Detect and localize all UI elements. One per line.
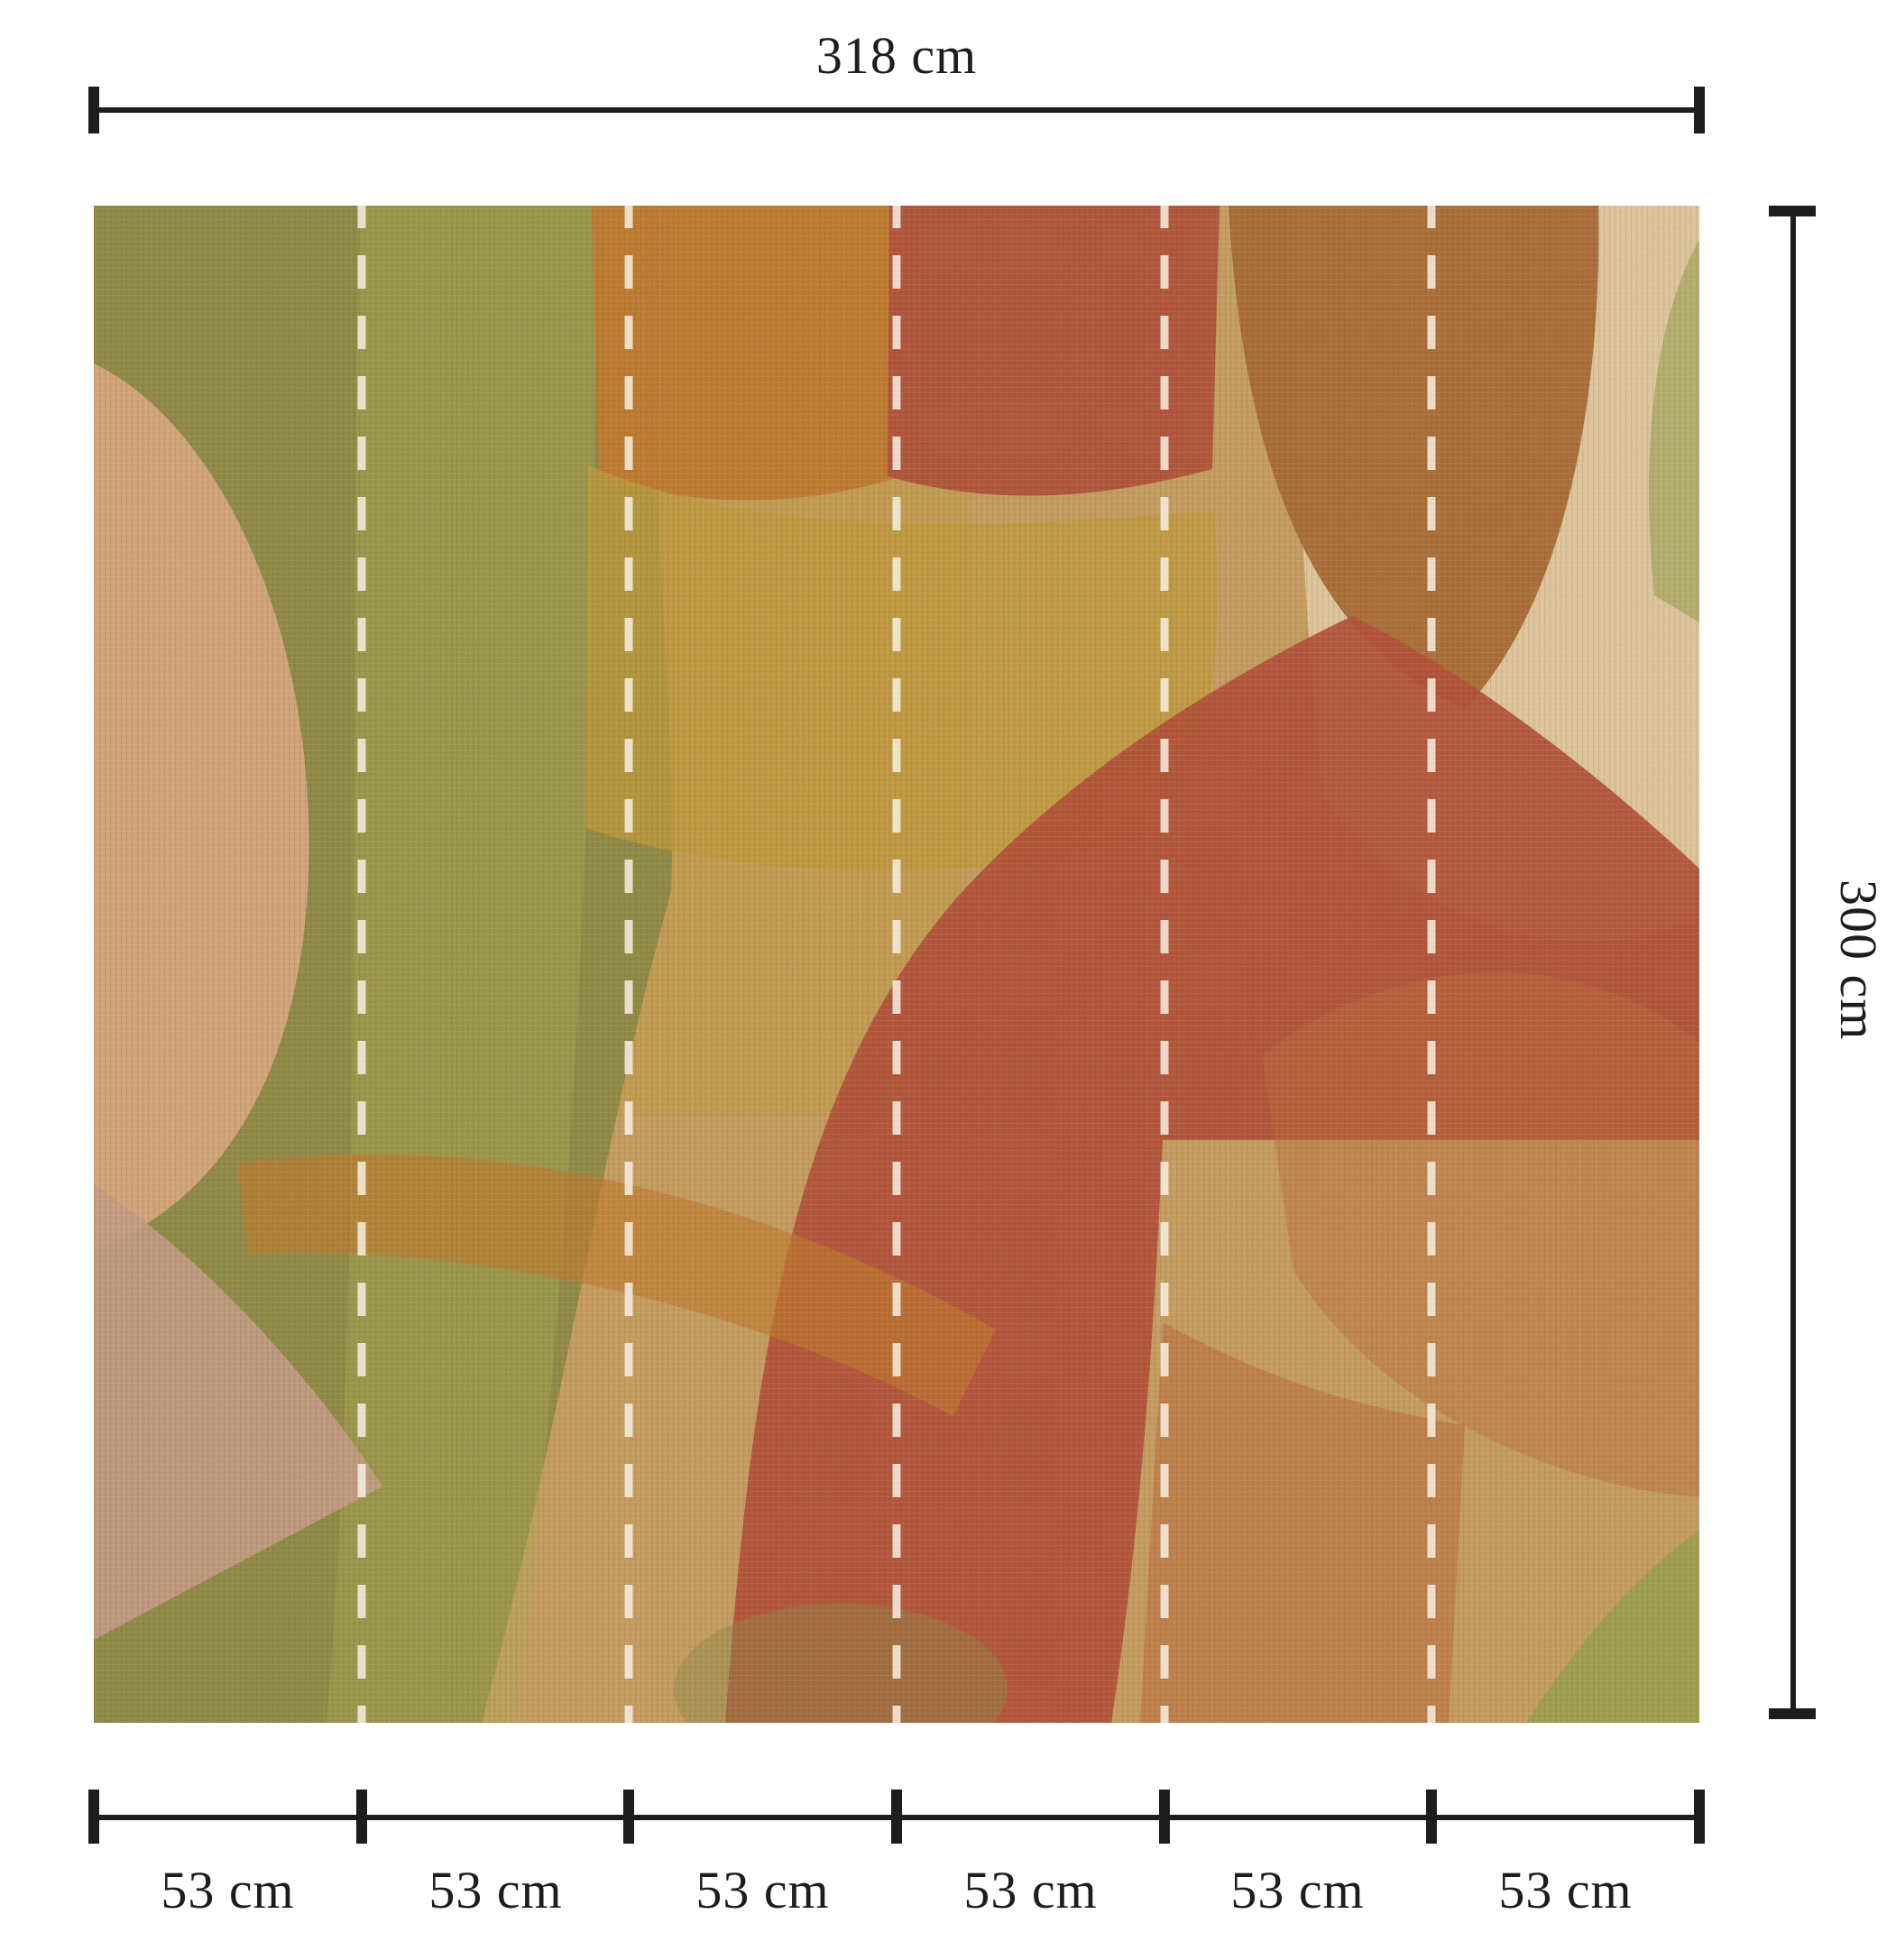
wallpaper-mural-preview bbox=[94, 206, 1699, 1723]
bottom-ruler-tick bbox=[88, 1790, 99, 1844]
top-dimension-tick-left bbox=[88, 87, 99, 133]
bottom-ruler-tick bbox=[891, 1790, 902, 1844]
bottom-ruler-tick bbox=[623, 1790, 634, 1844]
panel-width-label: 53 cm bbox=[695, 1861, 830, 1919]
top-dimension-tick-right bbox=[1694, 87, 1705, 133]
right-dimension-tick-bottom bbox=[1769, 1708, 1816, 1719]
bottom-ruler-tick bbox=[1694, 1790, 1705, 1844]
bottom-ruler-tick bbox=[1159, 1790, 1170, 1844]
panel-width-label: 53 cm bbox=[428, 1861, 563, 1919]
top-dimension-line bbox=[94, 107, 1699, 113]
total-width-label: 318 cm bbox=[815, 26, 978, 85]
bottom-ruler-tick bbox=[1426, 1790, 1437, 1844]
panel-width-label: 53 cm bbox=[161, 1861, 295, 1919]
panel-width-label: 53 cm bbox=[963, 1861, 1098, 1919]
right-dimension-line bbox=[1790, 208, 1796, 1716]
right-dimension-tick-top bbox=[1769, 206, 1816, 216]
bottom-ruler-tick bbox=[356, 1790, 367, 1844]
panel-width-label: 53 cm bbox=[1230, 1861, 1365, 1919]
total-height-label: 300 cm bbox=[1829, 879, 1888, 1041]
panel-width-label: 53 cm bbox=[1498, 1861, 1633, 1919]
